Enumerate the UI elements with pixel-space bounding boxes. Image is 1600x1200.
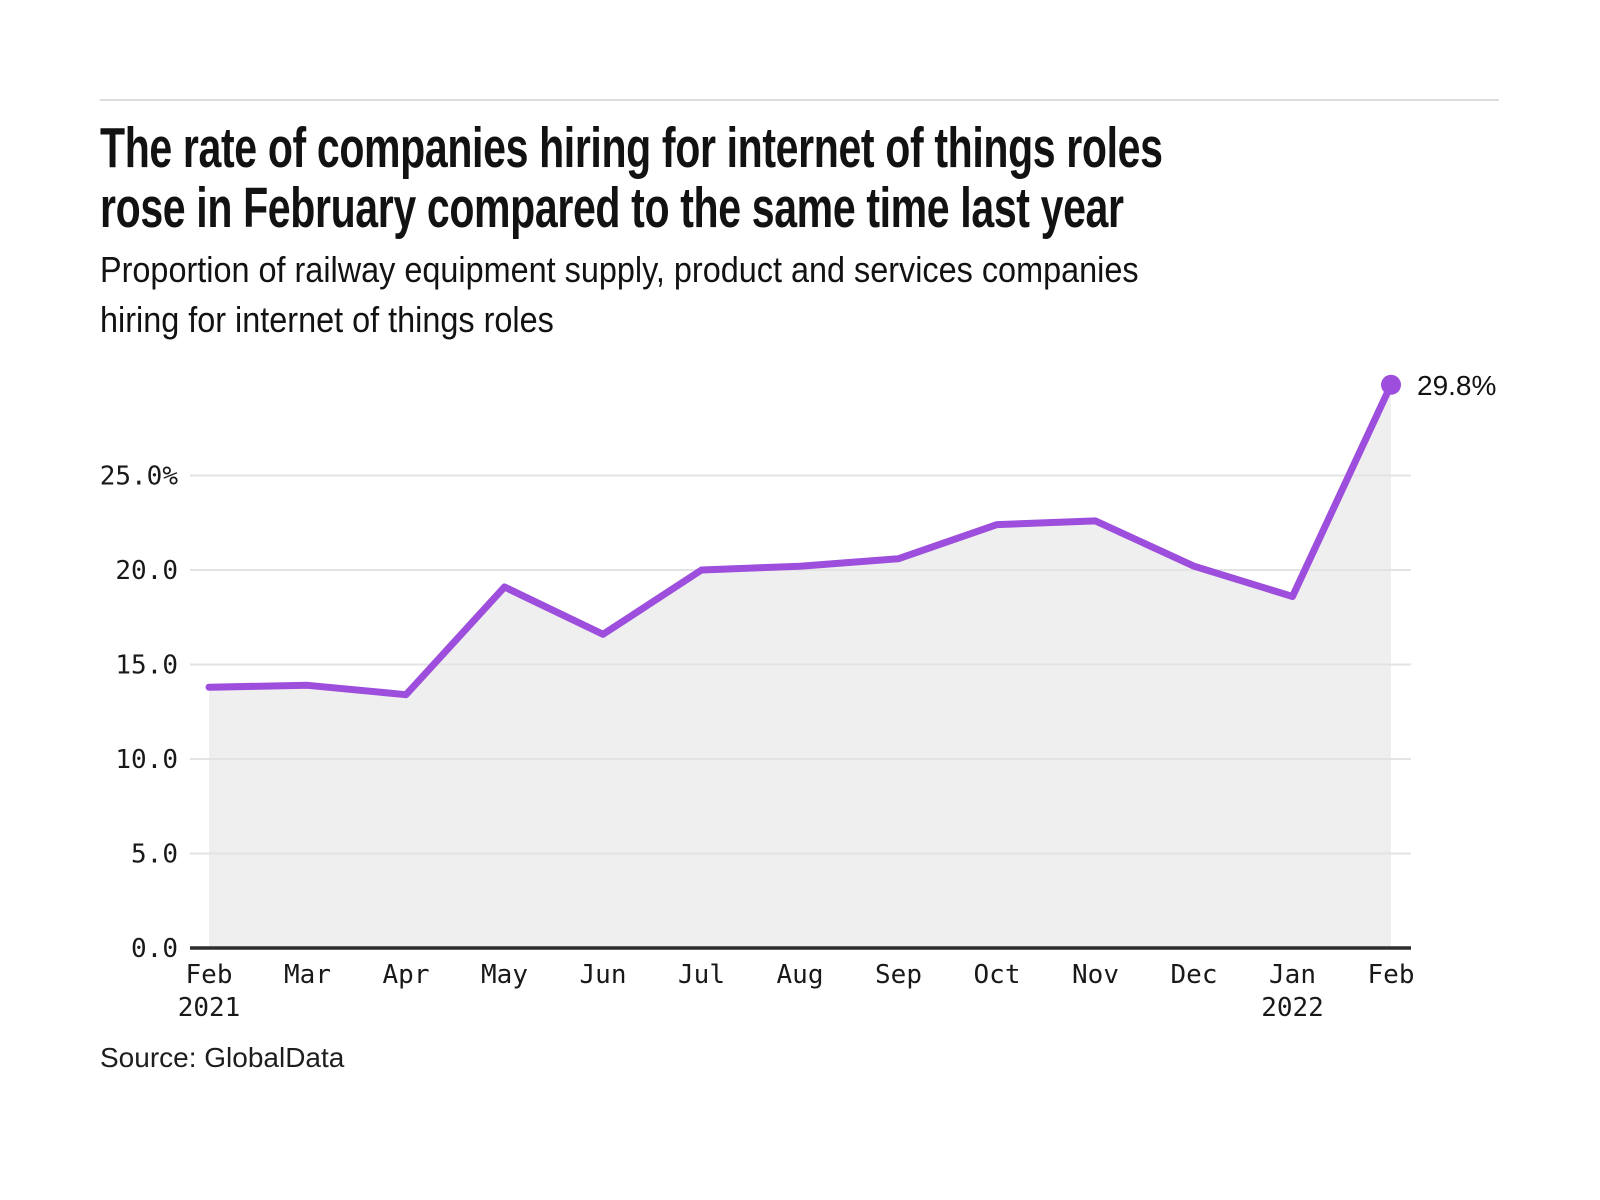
x-tick-label-1: Mar <box>284 960 331 990</box>
x-tick-label-6: Aug <box>777 960 824 990</box>
x-tick-label-8: Oct <box>974 960 1021 990</box>
x-tick-label-0: Feb <box>186 960 233 990</box>
x-year-label-2021: 2021 <box>178 993 241 1023</box>
x-tick-label-5: Jul <box>678 960 725 990</box>
x-tick-label-4: Jun <box>580 960 627 990</box>
x-tick-label-3: May <box>481 960 528 990</box>
x-tick-label-7: Sep <box>875 960 922 990</box>
chart-title-line-1: The rate of companies hiring for interne… <box>100 116 1163 180</box>
x-tick-label-2: Apr <box>383 960 430 990</box>
x-year-label-2022: 2022 <box>1261 993 1324 1023</box>
y-tick-label-20: 20.0 <box>115 556 178 586</box>
y-tick-label-25: 25.0% <box>100 462 179 492</box>
source-attribution: Source: GlobalData <box>100 1042 345 1073</box>
end-point-dot <box>1381 374 1401 395</box>
chart-title-line-2: rose in February compared to the same ti… <box>100 176 1124 240</box>
top-divider-rule <box>100 99 1499 101</box>
chart-subtitle-line-2: hiring for internet of things roles <box>100 299 554 340</box>
end-value-label: 29.8% <box>1417 370 1496 401</box>
x-tick-label-11: Jan <box>1269 960 1316 990</box>
x-tick-label-12: Feb <box>1368 960 1415 990</box>
y-tick-label-0: 0.0 <box>131 934 178 964</box>
chart-subtitle-line-1: Proportion of railway equipment supply, … <box>100 249 1139 290</box>
area-fill <box>209 384 1391 948</box>
chart-title: The rate of companies hiring for interne… <box>100 118 1163 238</box>
y-tick-label-15: 15.0 <box>115 651 178 681</box>
chart-subtitle: Proportion of railway equipment supply, … <box>100 245 1139 345</box>
y-tick-label-10: 10.0 <box>115 745 178 775</box>
y-tick-label-5: 5.0 <box>131 840 178 870</box>
x-tick-label-9: Nov <box>1072 960 1119 990</box>
trend-line <box>205 381 1395 699</box>
x-tick-label-10: Dec <box>1171 960 1218 990</box>
